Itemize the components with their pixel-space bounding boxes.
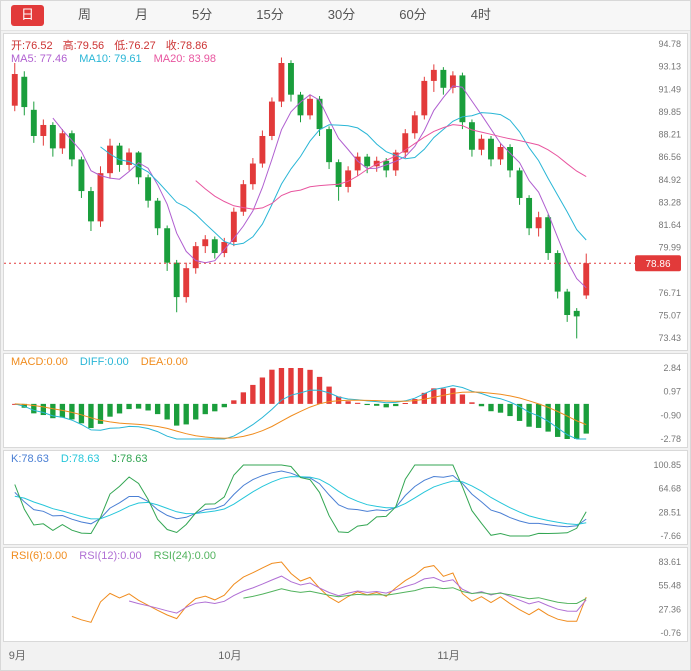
tab-period-0[interactable]: 日	[11, 5, 45, 26]
svg-text:81.64: 81.64	[658, 220, 681, 230]
svg-text:100.85: 100.85	[653, 460, 681, 470]
candles-group	[11, 57, 590, 339]
main-chart-svg: 94.78 93.13 91.49 89.85 88.21 86.56 84.92 83.28…	[4, 39, 681, 343]
svg-text:93.13: 93.13	[658, 62, 681, 72]
diff-line	[14, 385, 587, 440]
dea-line	[14, 391, 587, 439]
svg-text:94.78: 94.78	[658, 39, 681, 49]
svg-text:75.07: 75.07	[658, 310, 681, 320]
macd-histogram	[12, 368, 589, 439]
rsi-canvas[interactable]: 83.61 55.48 27.36 -0.76	[4, 548, 687, 641]
tab-period-5[interactable]: 30分	[327, 7, 356, 23]
j-line	[14, 464, 587, 537]
svg-text:91.49: 91.49	[658, 84, 681, 94]
macd-canvas[interactable]: 2.84 0.97 -0.90 -2.78	[4, 354, 687, 447]
svg-text:79.99: 79.99	[658, 243, 681, 253]
tab-period-1[interactable]: 周	[78, 7, 92, 23]
rsi-panel: RSI(6):0.00 RSI(12):0.00 RSI(24):0.00 83.6…	[3, 547, 688, 642]
svg-text:64.68: 64.68	[658, 484, 681, 494]
ma20-line	[195, 124, 587, 210]
ma10-line	[100, 112, 587, 246]
svg-text:78.86: 78.86	[645, 259, 670, 270]
svg-text:83.28: 83.28	[658, 197, 681, 207]
period-toolbar: 日 周 月 5分 15分 30分 60分 4时	[1, 1, 690, 31]
macd-panel: MACD:0.00 DIFF:0.00 DEA:0.00 2.84 0.97 -0.90…	[3, 353, 688, 448]
svg-text:76.71: 76.71	[658, 288, 681, 298]
rsi12-line	[128, 575, 587, 614]
main-chart-canvas[interactable]: 94.78 93.13 91.49 89.85 88.21 86.56 84.92 83.28…	[4, 34, 687, 350]
rsi24-line	[243, 586, 587, 605]
svg-text:83.61: 83.61	[658, 557, 681, 567]
rsi6-line	[71, 561, 587, 623]
kdj-panel: K:78.63 D:78.63 J:78.63 100.85 64.68 28.51 -7…	[3, 450, 688, 545]
svg-text:89.85: 89.85	[658, 107, 681, 117]
svg-text:27.36: 27.36	[658, 604, 681, 614]
tab-period-3[interactable]: 5分	[192, 7, 213, 23]
main-chart-panel: 开:76.52 高:79.56 低:76.27 收:78.86 MA5: 77.46 M…	[3, 33, 688, 351]
svg-text:88.21: 88.21	[658, 129, 681, 139]
svg-text:73.43: 73.43	[658, 333, 681, 343]
price-axis-labels: 94.78 93.13 91.49 89.85 88.21 86.56 84.92 83.28…	[658, 39, 681, 343]
svg-text:86.56: 86.56	[658, 152, 681, 162]
panel-axis-labels: 100.85 64.68 28.51 -7.66	[653, 460, 681, 541]
last-price-badge: 78.86	[635, 255, 681, 272]
x-axis-label: 10月	[218, 650, 242, 662]
x-axis: 9月 10月 11月	[3, 642, 688, 670]
svg-text:2.84: 2.84	[663, 363, 681, 373]
svg-text:-0.76: -0.76	[660, 628, 681, 638]
x-axis-label: 11月	[437, 650, 460, 662]
svg-text:84.92: 84.92	[658, 175, 681, 185]
svg-text:-7.66: -7.66	[660, 531, 681, 541]
svg-text:28.51: 28.51	[658, 507, 681, 517]
svg-text:-2.78: -2.78	[660, 434, 681, 444]
panel-axis-labels: 83.61 55.48 27.36 -0.76	[658, 557, 681, 638]
x-axis-label: 9月	[8, 650, 26, 662]
panel-axis-labels: 2.84 0.97 -0.90 -2.78	[660, 363, 681, 444]
tab-period-4[interactable]: 15分	[256, 7, 284, 23]
ma5-line	[52, 85, 587, 289]
d-line	[14, 476, 587, 526]
svg-text:0.97: 0.97	[663, 387, 681, 397]
tab-period-7[interactable]: 4时	[470, 7, 491, 23]
kdj-canvas[interactable]: 100.85 64.68 28.51 -7.66	[4, 451, 687, 544]
svg-text:55.48: 55.48	[658, 581, 681, 591]
tab-period-6[interactable]: 60分	[399, 7, 427, 23]
svg-text:-0.90: -0.90	[660, 410, 681, 420]
tab-period-2[interactable]: 月	[135, 7, 149, 23]
